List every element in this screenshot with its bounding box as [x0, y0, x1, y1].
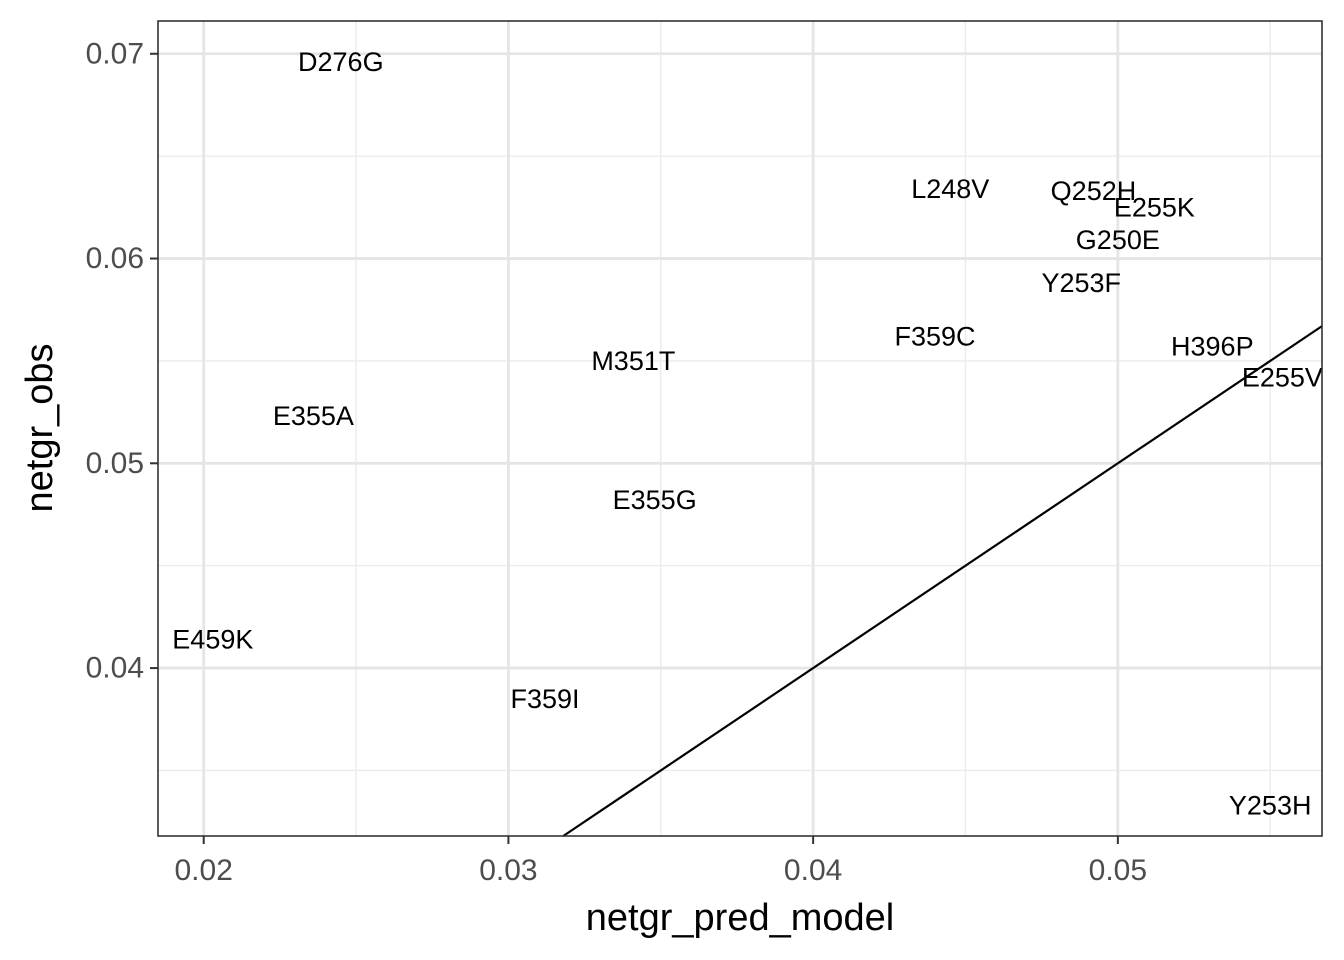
x-axis: 0.02 0.03 0.04 0.05 [175, 836, 1147, 887]
major-grid [158, 21, 1322, 836]
y-tick-label: 0.04 [86, 652, 144, 685]
point-label-y253f: Y253F [1041, 268, 1121, 298]
point-label-e255k: E255K [1114, 192, 1195, 222]
identity-reference-line [562, 325, 1323, 837]
y-tick-label: 0.06 [86, 242, 144, 275]
x-tick-label: 0.05 [1089, 854, 1147, 887]
y-axis: 0.04 0.05 0.06 0.07 [86, 37, 158, 685]
x-tick-label: 0.03 [479, 854, 537, 887]
point-label-g250e: G250E [1076, 225, 1160, 255]
point-label-d276g: D276G [298, 47, 384, 77]
y-tick-label: 0.05 [86, 447, 144, 480]
point-label-l248v: L248V [911, 174, 989, 204]
point-label-q252h: Q252H [1051, 176, 1137, 206]
minor-grid [158, 21, 1322, 836]
point-label-e255v: E255V [1242, 362, 1323, 392]
plot-panel-border [157, 20, 1323, 837]
point-label-e355g: E355G [613, 485, 697, 515]
y-tick-label: 0.07 [86, 37, 144, 70]
x-tick-label: 0.02 [175, 854, 233, 887]
point-label-e355a: E355A [273, 401, 354, 431]
point-label-m351t: M351T [591, 346, 675, 376]
reference-line-layer [562, 325, 1323, 837]
x-axis-title: netgr_pred_model [586, 897, 894, 939]
point-label-h396p: H396P [1171, 332, 1254, 362]
x-tick-label: 0.04 [784, 854, 842, 887]
point-label-f359i: F359I [510, 684, 579, 714]
y-axis-title: netgr_obs [19, 343, 61, 512]
point-label-e459k: E459K [172, 624, 253, 654]
point-label-y253h: Y253H [1229, 790, 1312, 820]
point-label-f359c: F359C [894, 321, 975, 351]
